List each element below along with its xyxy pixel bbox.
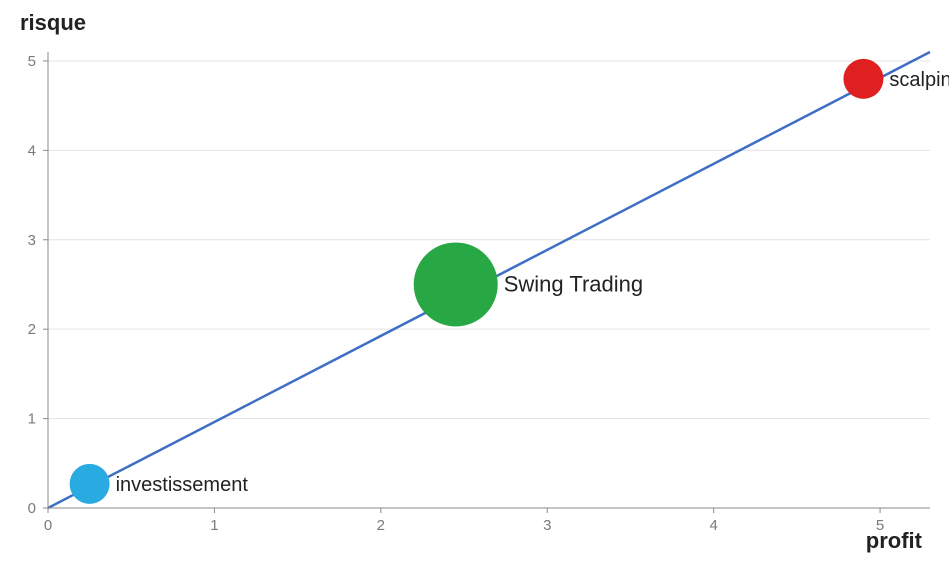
- y-tick-label: 5: [28, 53, 36, 70]
- x-tick-label: 2: [377, 517, 385, 534]
- y-tick-label: 2: [28, 321, 36, 338]
- point-swing-trading-label: Swing Trading: [504, 271, 643, 296]
- point-scalping: [843, 59, 883, 99]
- x-tick-label: 0: [44, 517, 52, 534]
- point-investissement: [70, 464, 110, 504]
- point-investissement-label: investissement: [116, 474, 249, 496]
- y-tick-label: 3: [28, 232, 36, 249]
- x-tick-label: 1: [210, 517, 218, 534]
- x-tick-label: 4: [709, 517, 717, 534]
- y-tick-label: 4: [28, 142, 36, 159]
- risk-profit-chart: 012345012345investissementSwing Tradings…: [0, 0, 949, 562]
- y-tick-label: 1: [28, 411, 36, 428]
- point-swing-trading: [414, 242, 498, 326]
- y-tick-label: 0: [28, 500, 36, 517]
- x-axis-title: profit: [866, 528, 923, 553]
- y-axis-title: risque: [20, 10, 86, 35]
- chart-svg: 012345012345investissementSwing Tradings…: [0, 0, 949, 562]
- x-tick-label: 3: [543, 517, 551, 534]
- point-scalping-label: scalping: [889, 69, 949, 91]
